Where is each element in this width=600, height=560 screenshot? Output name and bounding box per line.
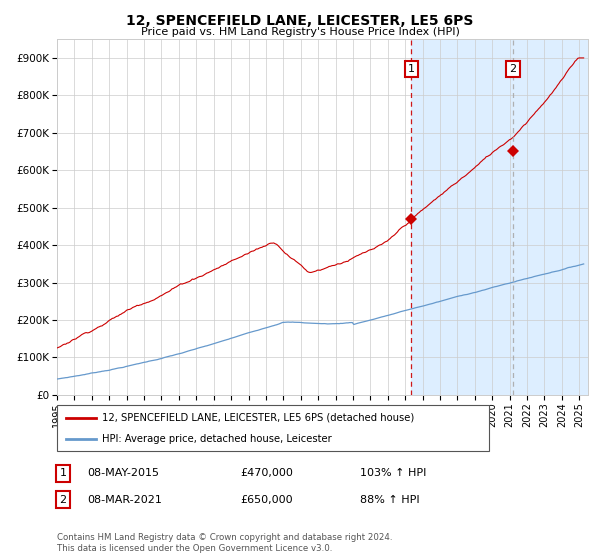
Text: HPI: Average price, detached house, Leicester: HPI: Average price, detached house, Leic… [102,435,332,444]
Text: Contains HM Land Registry data © Crown copyright and database right 2024.
This d: Contains HM Land Registry data © Crown c… [57,533,392,553]
Text: Price paid vs. HM Land Registry's House Price Index (HPI): Price paid vs. HM Land Registry's House … [140,27,460,37]
Text: 12, SPENCEFIELD LANE, LEICESTER, LE5 6PS (detached house): 12, SPENCEFIELD LANE, LEICESTER, LE5 6PS… [102,413,414,423]
Text: 2: 2 [59,494,67,505]
Text: 08-MAY-2015: 08-MAY-2015 [87,468,159,478]
Text: 1: 1 [408,64,415,74]
Text: 1: 1 [59,468,67,478]
Text: £650,000: £650,000 [240,494,293,505]
Bar [412,39,600,395]
Text: 88% ↑ HPI: 88% ↑ HPI [360,494,419,505]
Text: 08-MAR-2021: 08-MAR-2021 [87,494,162,505]
Text: 2: 2 [509,64,517,74]
Text: 12, SPENCEFIELD LANE, LEICESTER, LE5 6PS: 12, SPENCEFIELD LANE, LEICESTER, LE5 6PS [127,14,473,28]
Text: £470,000: £470,000 [240,468,293,478]
Text: 103% ↑ HPI: 103% ↑ HPI [360,468,427,478]
